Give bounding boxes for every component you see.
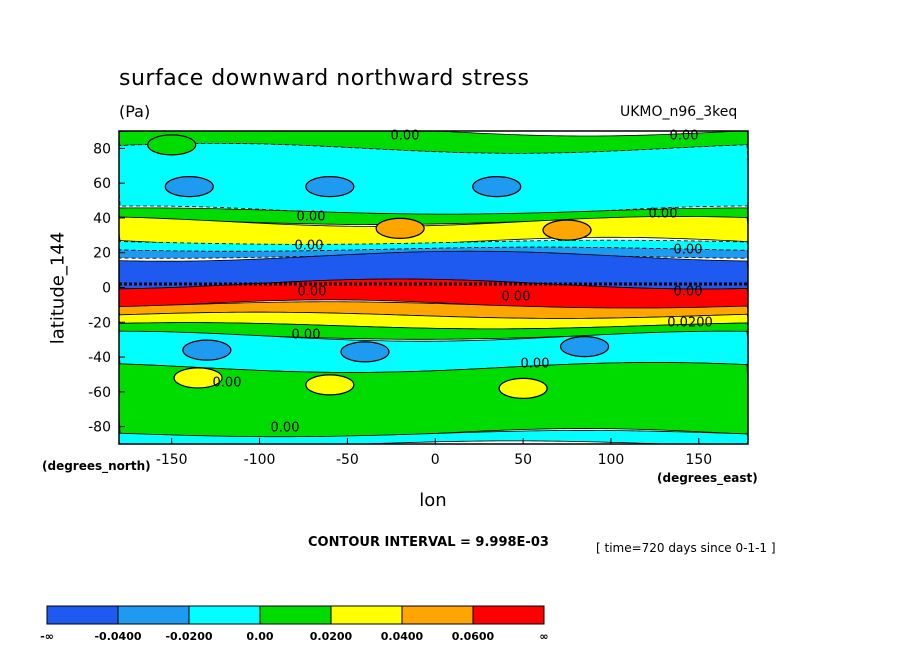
legend-bound-0: -∞ <box>40 630 54 643</box>
contour-label-12: 0.00 <box>502 290 531 305</box>
contour-label-4: 0.00 <box>295 239 324 254</box>
blob-7 <box>560 336 610 358</box>
legend-bound-4: 0.0200 <box>310 630 353 643</box>
band-13 <box>119 430 748 444</box>
legend-bound-2: -0.0200 <box>165 630 212 643</box>
x-tick-label-4: 50 <box>514 452 532 468</box>
legend-swatch-2 <box>188 605 261 625</box>
blob-6 <box>340 341 390 363</box>
contour-label-9: 0.00 <box>521 357 550 372</box>
contour-label-2: 0.00 <box>297 210 326 225</box>
y-tick-label-3: 20 <box>93 246 111 262</box>
y-tick-label-2: 40 <box>93 211 111 227</box>
legend-bound-6: 0.0600 <box>452 630 495 643</box>
x-axis-label: lon <box>419 490 447 511</box>
contour-label-10: 0.00 <box>213 376 242 391</box>
x-tick-label-1: -100 <box>244 452 276 468</box>
blob-3 <box>305 374 355 396</box>
blob-9 <box>472 176 522 198</box>
x-tick-label-0: -150 <box>156 452 188 468</box>
legend-swatch-1 <box>117 605 190 625</box>
legend-bound-5: 0.0400 <box>381 630 424 643</box>
x-tick-label-3: 0 <box>431 452 440 468</box>
contour-label-11: 0.00 <box>271 421 300 436</box>
contour-interval: CONTOUR INTERVAL = 9.998E-03 <box>308 535 549 550</box>
field-layer <box>119 131 748 444</box>
legend-bound-7: ∞ <box>539 630 548 643</box>
chart-units: (Pa) <box>119 102 151 121</box>
band-2 <box>119 207 748 225</box>
contour-label-1: 0.00 <box>670 129 699 144</box>
legend-swatch-4 <box>330 605 403 625</box>
contour-label-3: 0.00 <box>649 207 678 222</box>
legend-swatch-6 <box>472 605 545 625</box>
y-axis-units: (degrees_north) <box>42 459 151 473</box>
legend-swatch-0 <box>46 605 119 625</box>
x-axis-units: (degrees_east) <box>657 471 758 485</box>
x-tick-label-5: 100 <box>598 452 625 468</box>
y-tick-label-0: 80 <box>93 141 111 157</box>
y-tick-label-7: -60 <box>88 385 111 401</box>
band-4 <box>119 239 748 252</box>
y-tick-label-8: -80 <box>88 420 111 436</box>
x-tick-label-2: -50 <box>336 452 359 468</box>
blob-2 <box>173 367 223 389</box>
time-info: [ time=720 days since 0-1-1 ] <box>596 541 776 555</box>
band-1 <box>119 142 748 217</box>
y-tick-label-1: 60 <box>93 176 111 192</box>
contour-label-6: 0.00 <box>298 285 327 300</box>
blob-0 <box>375 217 425 239</box>
contour-label-0: 0.00 <box>391 129 420 144</box>
legend-swatch-3 <box>259 605 332 625</box>
chart-title: surface downward northward stress <box>119 66 530 91</box>
blob-5 <box>182 339 232 361</box>
blob-11 <box>147 134 197 156</box>
contour-label-8: 0.00 <box>292 328 321 343</box>
y-tick-label-5: -20 <box>88 315 111 331</box>
blob-10 <box>164 176 214 198</box>
legend-swatch-5 <box>401 605 474 625</box>
legend-bound-3: 0.00 <box>246 630 273 643</box>
band-7 <box>119 278 748 311</box>
blob-8 <box>305 176 355 198</box>
x-tick-label-6: 150 <box>685 452 712 468</box>
contour-label-13: 0.0200 <box>667 316 713 331</box>
blob-1 <box>542 219 592 241</box>
model-name: UKMO_n96_3keq <box>620 104 738 120</box>
contour-label-5: 0.00 <box>674 243 703 258</box>
contour-label-7: 0.00 <box>674 285 703 300</box>
y-tick-label-4: 0 <box>102 281 111 297</box>
legend-bound-1: -0.0400 <box>94 630 141 643</box>
y-tick-label-6: -40 <box>88 350 111 366</box>
blob-4 <box>498 377 548 399</box>
